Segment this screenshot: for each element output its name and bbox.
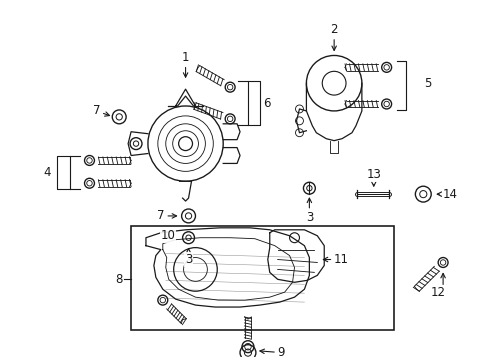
Text: 11: 11 [323,253,349,266]
Text: 9: 9 [260,346,285,359]
Text: 12: 12 [431,286,445,299]
Text: 3: 3 [306,198,313,224]
Text: 7: 7 [157,210,176,222]
Text: 2: 2 [330,23,338,50]
Text: 7: 7 [93,104,109,117]
Text: 14: 14 [437,188,458,201]
Text: 5: 5 [424,77,432,90]
Text: 1: 1 [182,51,189,77]
Text: 4: 4 [43,166,50,179]
Text: 13: 13 [367,168,381,186]
Text: 3: 3 [185,249,192,266]
Text: 6: 6 [263,96,270,109]
Text: 10: 10 [160,229,175,242]
Text: 8: 8 [116,273,123,286]
Bar [131,226,393,330]
Circle shape [179,137,193,150]
